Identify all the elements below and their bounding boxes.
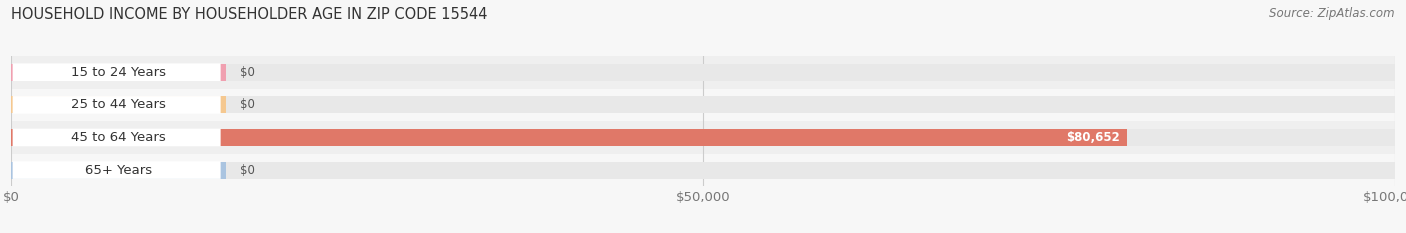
Text: $0: $0 xyxy=(239,98,254,111)
Text: $80,652: $80,652 xyxy=(1066,131,1121,144)
Bar xyxy=(11,154,1395,186)
Bar xyxy=(11,129,1395,146)
Bar xyxy=(11,162,1395,178)
FancyBboxPatch shape xyxy=(13,161,221,179)
Bar xyxy=(11,64,1395,81)
Bar xyxy=(11,56,1395,89)
Bar xyxy=(11,64,226,81)
Text: 45 to 64 Years: 45 to 64 Years xyxy=(72,131,166,144)
Bar xyxy=(11,96,226,113)
Text: HOUSEHOLD INCOME BY HOUSEHOLDER AGE IN ZIP CODE 15544: HOUSEHOLD INCOME BY HOUSEHOLDER AGE IN Z… xyxy=(11,7,488,22)
Bar xyxy=(11,162,226,178)
Text: Source: ZipAtlas.com: Source: ZipAtlas.com xyxy=(1270,7,1395,20)
Bar xyxy=(11,96,1395,113)
Text: $0: $0 xyxy=(239,164,254,177)
FancyBboxPatch shape xyxy=(13,96,221,114)
Bar xyxy=(11,89,1395,121)
Text: $0: $0 xyxy=(239,66,254,79)
Text: 25 to 44 Years: 25 to 44 Years xyxy=(72,98,166,111)
FancyBboxPatch shape xyxy=(13,63,221,81)
Bar xyxy=(11,121,1395,154)
Bar xyxy=(11,129,1128,146)
Text: 15 to 24 Years: 15 to 24 Years xyxy=(70,66,166,79)
Text: 65+ Years: 65+ Years xyxy=(84,164,152,177)
FancyBboxPatch shape xyxy=(13,129,221,146)
